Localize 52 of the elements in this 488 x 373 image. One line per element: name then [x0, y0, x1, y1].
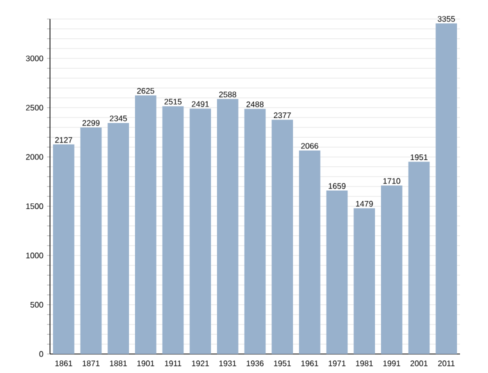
- bar: [408, 162, 430, 354]
- x-tick-label: 2001: [410, 360, 428, 366]
- x-tick-label: 1991: [383, 360, 400, 366]
- data-label: 1951: [410, 154, 428, 160]
- x-tick-label: 1921: [192, 360, 209, 366]
- bar: [354, 208, 375, 354]
- bar: [108, 122, 129, 354]
- data-label: 1710: [383, 178, 400, 184]
- x-tick-label: 1971: [328, 360, 346, 366]
- y-tick-label: 500: [30, 302, 44, 308]
- bar: [53, 144, 74, 354]
- bar: [272, 120, 293, 354]
- y-tick-label: 0: [39, 351, 44, 357]
- x-tick-label: 1931: [219, 360, 236, 366]
- y-tick-label: 1500: [26, 203, 44, 210]
- bar: [299, 150, 320, 354]
- data-label: 2588: [219, 92, 236, 98]
- data-label: 2299: [82, 120, 100, 126]
- y-tick-label: 1000: [26, 252, 44, 258]
- x-tick-label: 1901: [137, 360, 154, 366]
- data-label: 2127: [55, 137, 72, 143]
- y-tick-label: 2000: [26, 154, 44, 160]
- data-label: 1659: [328, 183, 346, 189]
- data-label: 2345: [110, 116, 127, 122]
- data-label: 2491: [192, 101, 209, 107]
- y-tick-label: 2500: [26, 104, 44, 111]
- bar: [135, 95, 156, 354]
- x-tick-label: 1961: [301, 360, 318, 366]
- x-tick-label: 2011: [438, 360, 455, 366]
- bar: [217, 99, 238, 354]
- bar: [381, 186, 402, 354]
- x-tick-label: 1881: [110, 360, 127, 366]
- bar: [80, 127, 102, 354]
- data-label: 2515: [164, 98, 182, 104]
- data-label: 2377: [274, 112, 291, 118]
- bar: [326, 190, 348, 354]
- x-tick-label: 1871: [82, 360, 100, 366]
- bar: [244, 108, 266, 354]
- x-tick-label: 1911: [165, 360, 182, 366]
- x-tick-label: 1981: [356, 360, 373, 366]
- bar: [162, 106, 184, 354]
- data-label: 3355: [438, 16, 455, 22]
- x-tick-label: 1951: [274, 360, 291, 366]
- y-tick-label: 3000: [26, 56, 44, 62]
- bar: [190, 108, 211, 354]
- data-label: 2488: [246, 102, 264, 108]
- data-label: 2625: [137, 88, 154, 94]
- data-label: 2066: [301, 143, 318, 149]
- x-tick-label: 1936: [246, 360, 264, 366]
- data-label: 1479: [356, 200, 373, 207]
- x-tick-label: 1861: [55, 360, 72, 366]
- bar: [436, 23, 457, 354]
